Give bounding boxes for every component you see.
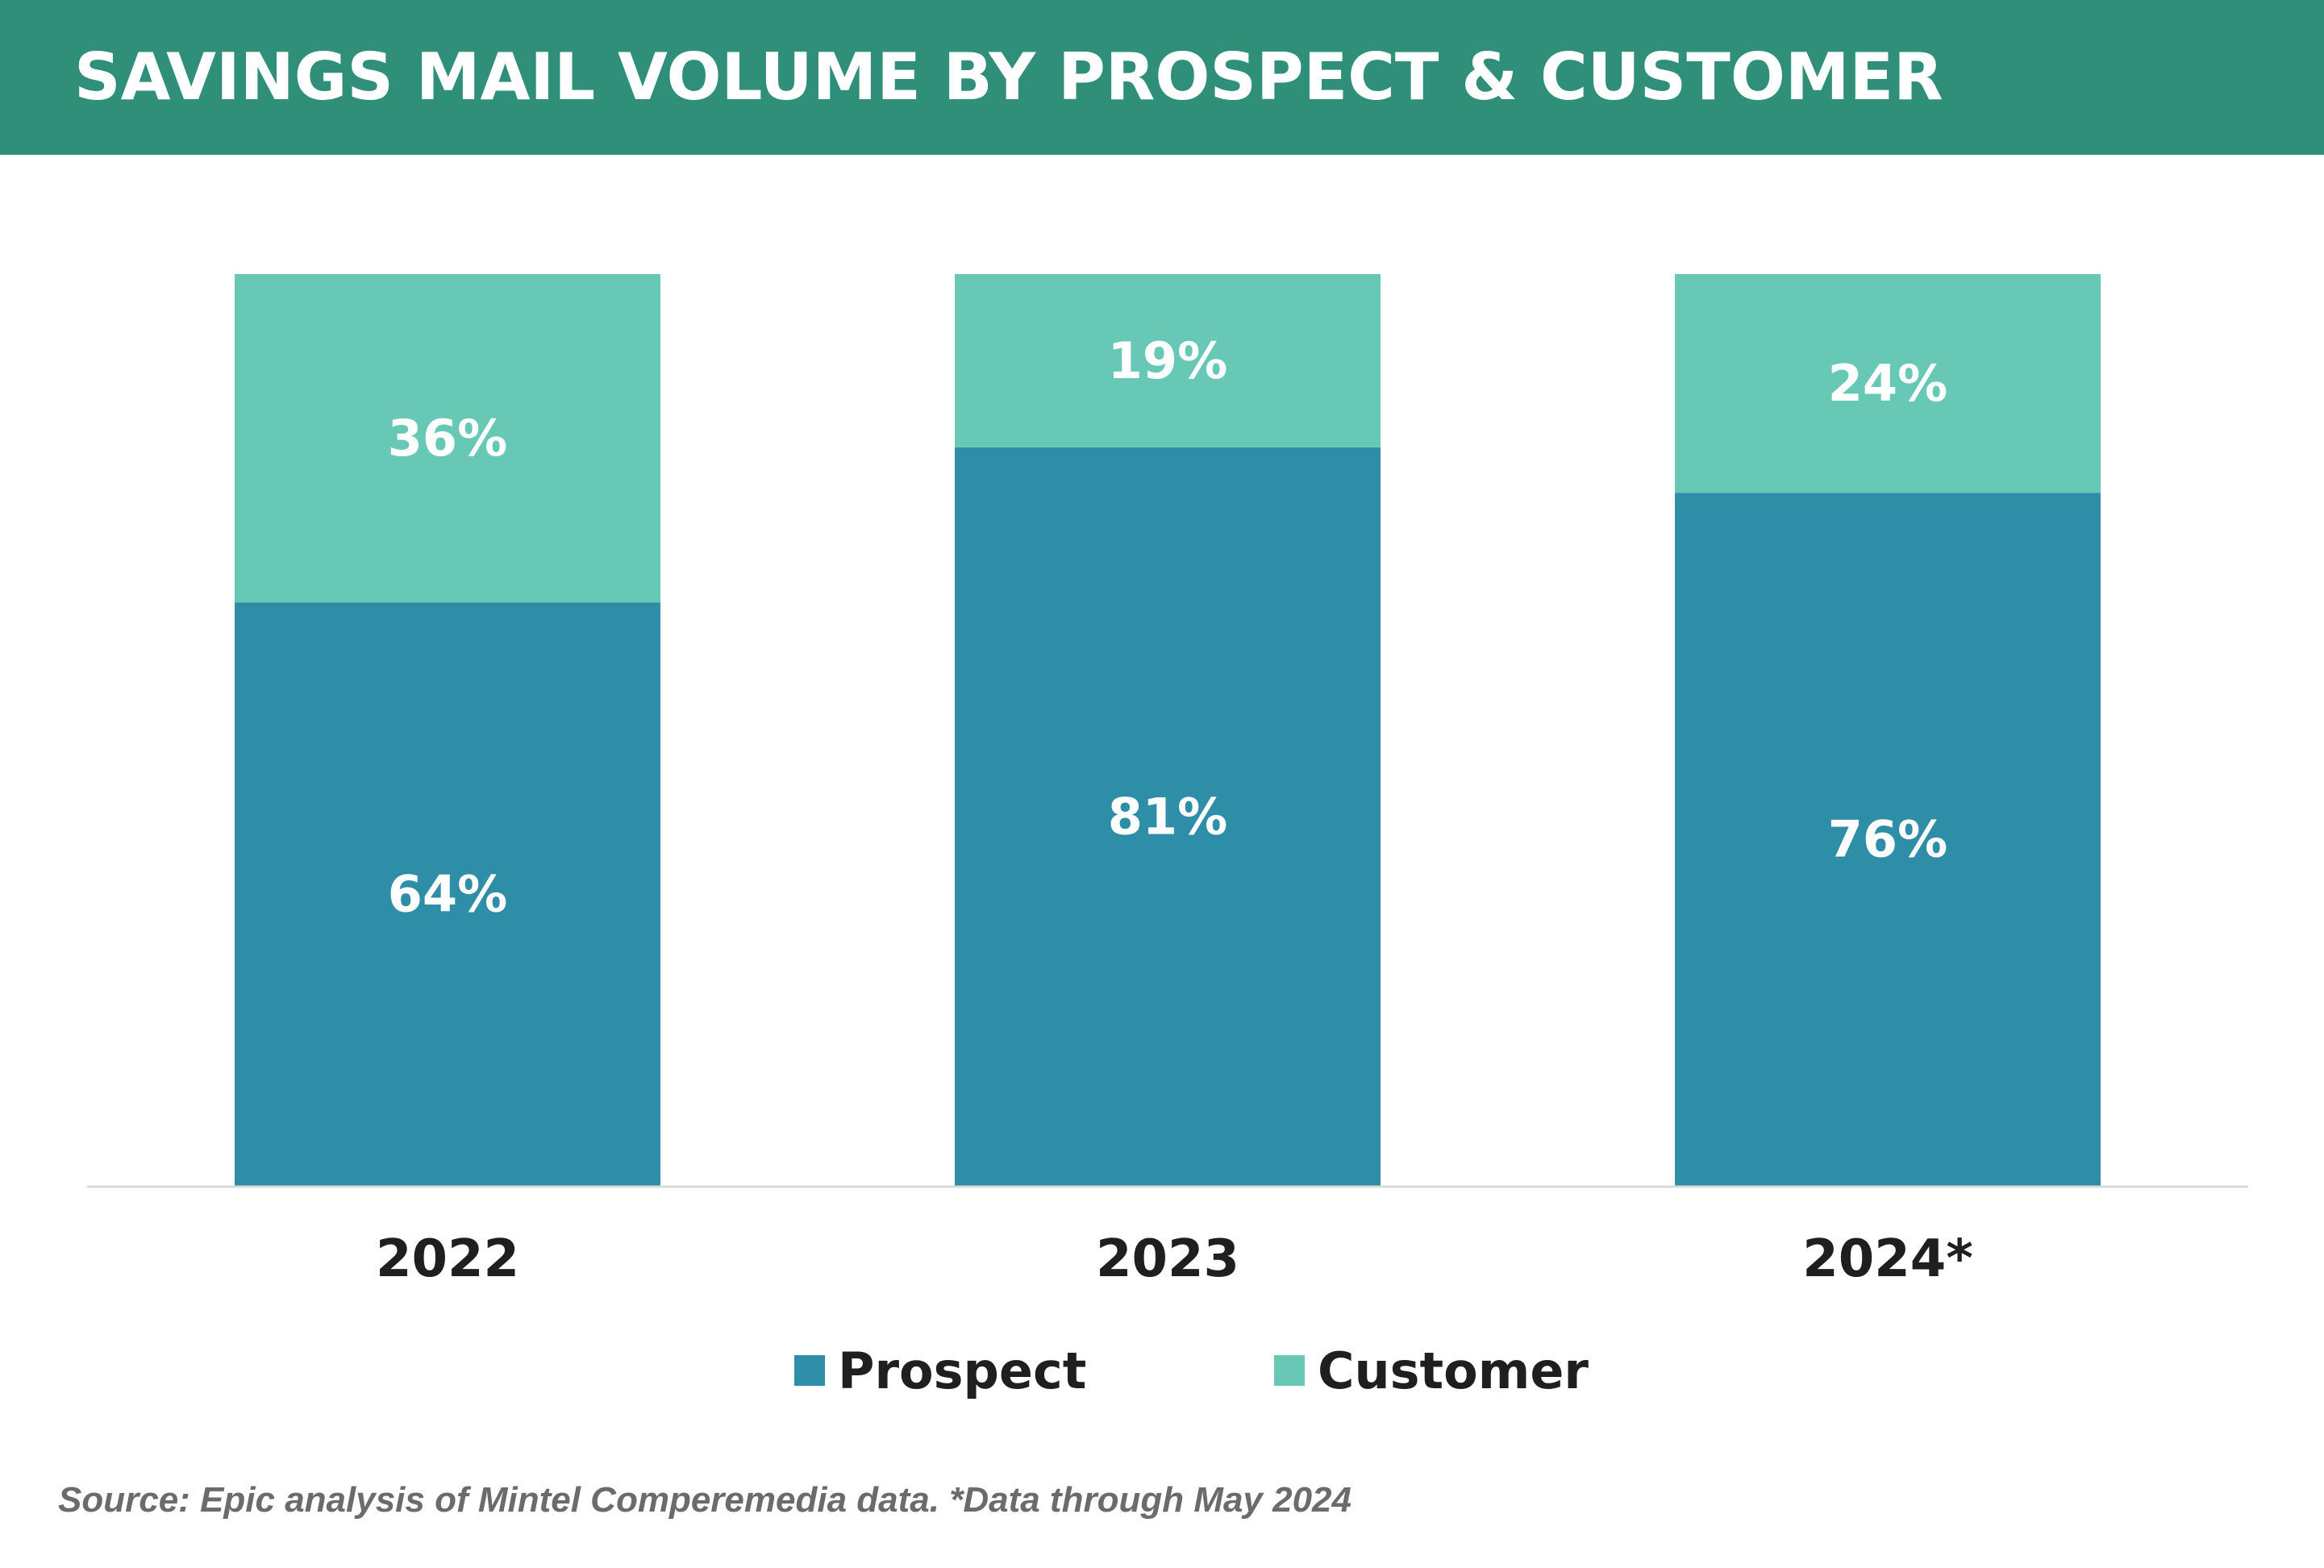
data-label-customer-1: 36% bbox=[388, 409, 507, 468]
bar-customer-1 bbox=[235, 274, 660, 603]
bar-prospect-2 bbox=[955, 447, 1381, 1186]
data-label-customer-2: 19% bbox=[1108, 331, 1227, 390]
legend-item-prospect: Prospect bbox=[794, 1330, 1086, 1411]
data-label-prospect-1: 64% bbox=[388, 865, 507, 924]
data-label-customer-3: 24% bbox=[1828, 354, 1947, 413]
legend-label-customer: Customer bbox=[1318, 1341, 1589, 1400]
x-tick-label-1: 2022 bbox=[376, 1229, 519, 1289]
legend-swatch-customer bbox=[1274, 1355, 1305, 1386]
legend-item-customer: Customer bbox=[1274, 1330, 1589, 1411]
stacked-bar-chart: 64% 36% 2022 81% 19% 2023 76% 24% 2024* bbox=[87, 274, 2248, 1289]
legend-swatch-prospect bbox=[794, 1355, 825, 1386]
chart-legend: Prospect Customer bbox=[0, 1330, 2324, 1411]
x-tick-label-2: 2023 bbox=[1096, 1229, 1239, 1289]
data-label-prospect-3: 76% bbox=[1828, 810, 1947, 869]
chart-title: SAVINGS MAIL VOLUME BY PROSPECT & CUSTOM… bbox=[74, 40, 1943, 114]
title-banner: SAVINGS MAIL VOLUME BY PROSPECT & CUSTOM… bbox=[0, 0, 2324, 155]
data-label-prospect-2: 81% bbox=[1108, 787, 1227, 846]
bar-customer-2 bbox=[955, 274, 1381, 447]
bar-prospect-3 bbox=[1675, 493, 2101, 1186]
bar-prospect-1 bbox=[235, 602, 660, 1186]
bar-customer-3 bbox=[1675, 274, 2101, 493]
x-tick-label-3: 2024* bbox=[1802, 1229, 1973, 1289]
source-note: Source: Epic analysis of Mintel Comperem… bbox=[58, 1480, 1352, 1520]
legend-label-prospect: Prospect bbox=[838, 1341, 1087, 1400]
